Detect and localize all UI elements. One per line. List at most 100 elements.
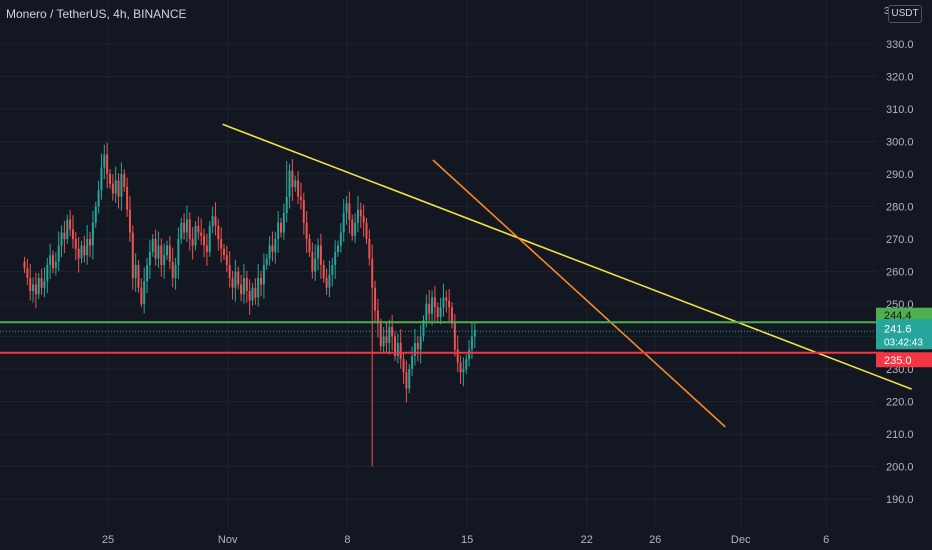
candle[interactable] [422,315,425,342]
candle[interactable] [453,314,456,357]
candle[interactable] [322,260,325,283]
candle[interactable] [223,243,225,261]
candle[interactable] [148,240,151,279]
candle[interactable] [168,236,171,269]
candle[interactable] [71,215,74,249]
candle[interactable] [123,169,126,192]
candle[interactable] [257,264,260,307]
candle[interactable] [117,173,120,209]
candle[interactable] [394,331,396,361]
candle[interactable] [49,243,52,279]
candle[interactable] [308,234,311,257]
candle[interactable] [237,266,240,290]
candle[interactable] [260,270,263,297]
candle[interactable] [396,333,399,364]
candle[interactable] [302,192,305,235]
candle[interactable] [23,256,26,274]
candle[interactable] [103,144,106,180]
candle[interactable] [143,267,146,314]
candle[interactable] [203,228,206,258]
candle[interactable] [262,253,265,299]
candle[interactable] [208,221,211,257]
candle[interactable] [174,257,177,290]
candle[interactable] [436,302,439,322]
candle[interactable] [342,199,345,242]
candle[interactable] [274,231,277,264]
candle[interactable] [242,264,245,304]
candle[interactable] [91,211,94,260]
candle[interactable] [217,218,220,251]
candle[interactable] [299,182,302,210]
candle[interactable] [254,278,257,305]
candle[interactable] [131,225,134,290]
candle[interactable] [465,354,468,374]
candle[interactable] [356,195,359,233]
candle[interactable] [448,289,451,322]
candle[interactable] [280,217,282,238]
candle[interactable] [354,213,357,243]
candle[interactable] [459,355,462,384]
candle[interactable] [60,225,63,258]
candle[interactable] [180,217,183,244]
candle[interactable] [234,259,237,302]
candle[interactable] [46,257,49,293]
candle[interactable] [40,268,43,295]
candle[interactable] [359,202,362,228]
candle[interactable] [368,229,371,266]
trendline-orange[interactable] [432,159,726,428]
candle[interactable] [351,214,354,241]
candle[interactable] [120,162,123,211]
candle[interactable] [185,205,188,242]
candle[interactable] [194,221,197,251]
candle[interactable] [83,236,86,263]
candle[interactable] [473,322,476,349]
candle[interactable] [37,273,40,300]
candle[interactable] [379,318,382,352]
candle[interactable] [402,352,405,384]
candle[interactable] [345,196,348,225]
candle[interactable] [77,237,80,273]
candle[interactable] [240,275,243,302]
candle[interactable] [413,329,416,366]
candle[interactable] [86,225,89,265]
candle[interactable] [177,227,180,279]
candle[interactable] [271,231,274,262]
candle[interactable] [111,174,114,201]
candle[interactable] [411,346,414,377]
candle[interactable] [188,212,191,251]
candle[interactable] [134,253,137,292]
candle[interactable] [462,357,465,387]
candle[interactable] [348,191,351,234]
candle[interactable] [451,302,453,329]
candle[interactable] [328,260,331,298]
candle[interactable] [66,214,69,244]
candle[interactable] [191,227,194,260]
candle[interactable] [442,283,445,317]
candle[interactable] [69,210,72,237]
candle[interactable] [382,327,385,354]
candle[interactable] [362,204,365,237]
candle[interactable] [365,217,368,244]
candle[interactable] [166,240,168,261]
candle[interactable] [288,163,291,209]
candle[interactable] [305,211,308,253]
candle[interactable] [265,253,268,270]
candle[interactable] [391,315,394,351]
candle[interactable] [245,270,248,303]
candle[interactable] [428,290,431,324]
currency-button[interactable]: USDT [888,5,922,23]
candle[interactable] [114,166,117,203]
candle[interactable] [416,335,419,362]
candle[interactable] [314,244,317,281]
candle[interactable] [419,324,422,364]
candle[interactable] [228,251,231,288]
candle[interactable] [183,213,186,240]
candle[interactable] [431,290,434,326]
candle[interactable] [214,202,217,236]
candle[interactable] [319,233,322,279]
candle[interactable] [317,238,320,271]
candle[interactable] [43,267,46,298]
candle[interactable] [137,260,140,293]
candle[interactable] [197,216,200,240]
